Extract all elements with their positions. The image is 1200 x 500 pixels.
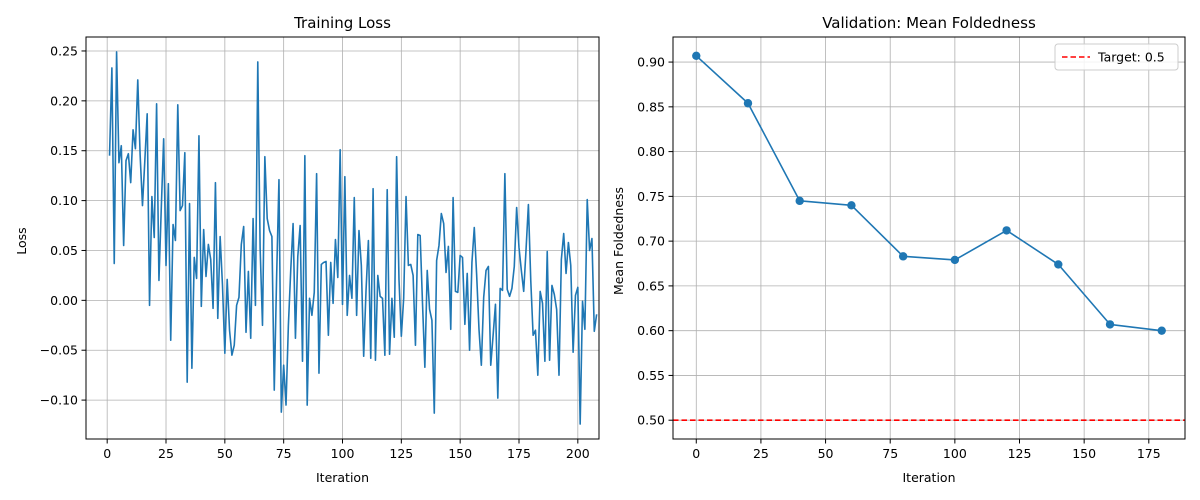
y-tick-label: 0.80 [637,144,665,159]
series-line [108,51,598,425]
plot-series [108,51,598,425]
y-tick-label: −0.10 [40,393,78,408]
data-point [1054,260,1063,269]
x-tick-label: 150 [1072,446,1096,461]
data-point [1157,326,1166,335]
y-tick-label: 0.50 [637,413,665,428]
data-point [795,196,804,206]
data-point [898,252,908,261]
data-point [1002,226,1011,235]
x-tick-label: 75 [276,446,292,461]
data-point [743,99,753,108]
y-tick-label: 0.05 [50,243,78,258]
y-tick-label: 0.15 [50,143,78,158]
x-axis-title: Iteration [316,470,369,485]
data-point [692,51,701,61]
y-tick-label: 0.65 [637,278,665,293]
y-tick-label: −0.05 [40,343,78,358]
y-tick-label: 0.20 [50,93,78,108]
y-axis-title: Loss [14,227,29,254]
x-tick-label: 200 [566,446,590,461]
y-tick-label: 0.25 [50,43,78,58]
y-tick-label: 0.70 [637,234,665,249]
x-tick-label: 150 [448,446,472,461]
legend: Target: 0.5 [1054,43,1179,71]
x-tick-label: 0 [692,446,700,461]
plot-series [673,51,1185,421]
x-tick-label: 50 [818,446,834,461]
x-tick-label: 100 [331,446,355,461]
chart-title: Training Loss [293,14,391,32]
x-axis-ticks: 0 25 50 75 100 125 150 175 200 [103,439,590,461]
y-axis-ticks: −0.10 −0.05 0.00 0.05 0.10 0.15 0.20 0.25 [40,43,86,408]
legend-box [1054,43,1179,71]
x-axis-title: Iteration [902,470,955,485]
y-tick-label: 0.85 [637,99,665,114]
training-loss-chart: Training Loss 0 25 50 75 100 125 150 175 200 −0.… [14,14,600,485]
x-tick-label: 125 [389,446,413,461]
x-tick-label: 50 [217,446,233,461]
data-point [847,201,856,210]
legend-target-label: Target: 0.5 [1097,50,1165,65]
y-tick-label: 0.60 [637,323,665,338]
validation-foldedness-chart: Validation: Mean Foldedness 0 25 50 75 100 12… [611,14,1186,485]
y-tick-label: 0.55 [637,368,665,383]
x-tick-label: 100 [943,446,967,461]
x-tick-label: 0 [103,446,111,461]
y-tick-label: 0.10 [50,193,78,208]
y-tick-label: 0.75 [637,189,665,204]
y-axis-title: Mean Foldedness [611,187,626,295]
y-tick-label: 0.90 [637,55,665,70]
data-point [1105,320,1115,329]
x-tick-label: 175 [1137,446,1161,461]
x-axis-ticks: 0 25 50 75 100 125 150 175 [692,439,1161,461]
y-tick-label: 0.00 [50,293,78,308]
x-tick-label: 25 [753,446,769,461]
series-line [695,55,1162,332]
x-tick-label: 25 [158,446,174,461]
y-axis-ticks: 0.50 0.55 0.60 0.65 0.70 0.75 0.80 0.85 0.90 [637,55,673,428]
x-tick-label: 125 [1008,446,1032,461]
gridlines [673,37,1185,439]
x-tick-label: 175 [507,446,531,461]
x-tick-label: 75 [882,446,898,461]
plot-frame [672,36,1186,440]
chart-title: Validation: Mean Foldedness [822,14,1036,32]
data-point [950,255,960,265]
